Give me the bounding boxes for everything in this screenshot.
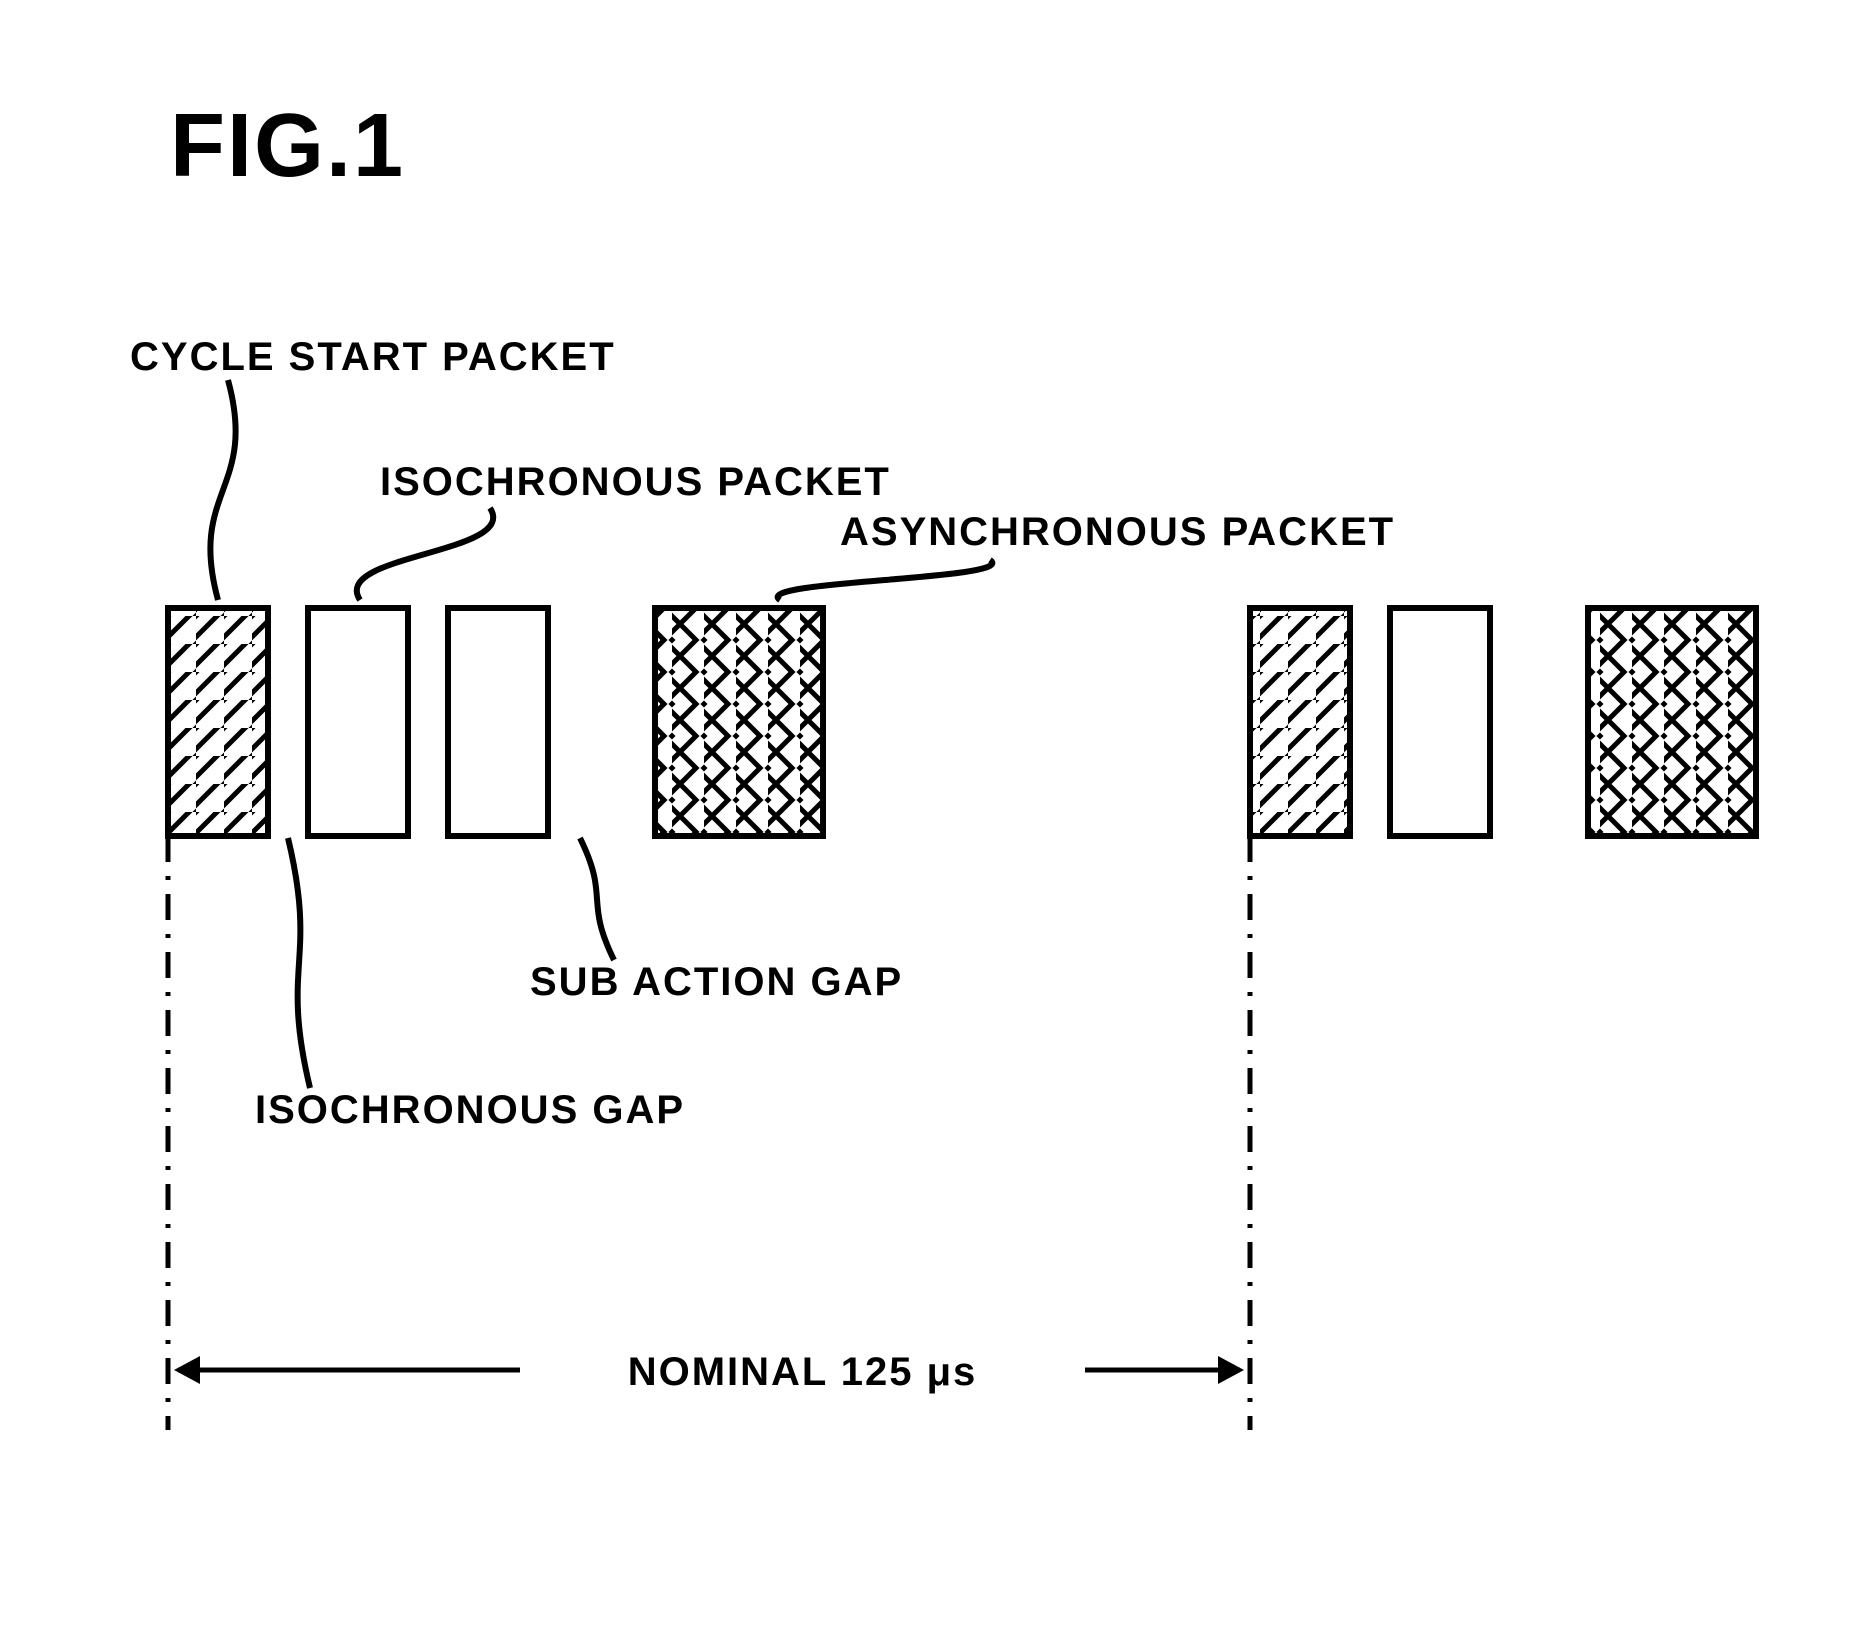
cycle-start-packet-2 [1250,608,1350,836]
async-packet-1 [655,608,823,836]
iso-packet-1 [308,608,408,836]
diagram-svg: NOMINAL 125 μs [0,0,1871,1631]
async-packet-2 [1588,608,1756,836]
boxes-group [168,608,1756,836]
figure-page: FIG.1 CYCLE START PACKET ISOCHRONOUS PAC… [0,0,1871,1631]
iso-packet-3 [1390,608,1490,836]
label-nominal: NOMINAL 125 μs [628,1350,978,1394]
iso-packet-2 [448,608,548,836]
cycle-start-packet [168,608,268,836]
extent-group [168,836,1250,1430]
